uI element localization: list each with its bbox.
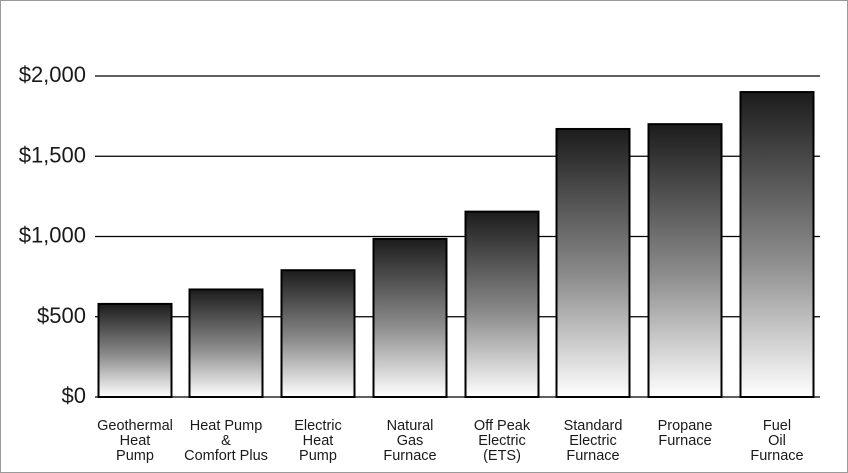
x-category-label: Standard Electric Furnace: [564, 418, 623, 464]
x-category-label-line: Heat: [303, 433, 334, 449]
x-category-label-line: Gas: [397, 433, 424, 449]
bar: [97, 302, 173, 398]
bar: [372, 237, 448, 398]
x-category-label-line: Furnace: [383, 448, 436, 464]
x-category-label-line: Standard: [564, 418, 623, 434]
x-category-label-line: Electric: [569, 433, 617, 449]
x-category-label-line: Oil: [768, 433, 786, 449]
bar: [280, 269, 356, 398]
x-category-label-line: Off Peak: [474, 418, 531, 434]
x-category-label-line: Natural: [387, 418, 434, 434]
x-category-label-line: Heat: [120, 433, 151, 449]
x-category-label-line: Pump: [299, 448, 337, 464]
x-category-label-line: Propane: [658, 418, 713, 434]
x-category-label: Geothermal Heat Pump: [97, 418, 173, 464]
x-category-label-line: Furnace: [658, 433, 711, 449]
bar: [739, 91, 815, 399]
x-category-label: Fuel Oil Furnace: [750, 418, 803, 464]
y-tick-label: $0: [62, 383, 86, 408]
x-category-label: Electric Heat Pump: [294, 418, 342, 464]
y-tick-label: $2,000: [19, 62, 86, 87]
bar: [647, 123, 723, 399]
y-tick-label: $500: [37, 303, 86, 328]
x-category-label: Heat Pump & Comfort Plus: [184, 418, 268, 464]
y-axis-tick-labels: $0 $500 $1,000 $1,500 $2,000: [19, 62, 86, 408]
x-category-label-line: Geothermal: [97, 418, 173, 434]
x-category-label-line: &: [221, 433, 231, 449]
x-category-label-line: Electric: [294, 418, 342, 434]
x-category-label-line: (ETS): [483, 448, 521, 464]
y-tick-label: $1,500: [19, 142, 86, 167]
x-category-label-line: Electric: [478, 433, 526, 449]
x-category-label-line: Heat Pump: [190, 418, 263, 434]
bar: [464, 210, 540, 398]
x-category-label-line: Furnace: [750, 448, 803, 464]
x-category-label-line: Furnace: [566, 448, 619, 464]
bar: [555, 127, 631, 398]
x-category-label-line: Pump: [116, 448, 154, 464]
x-category-label: Off Peak Electric (ETS): [474, 418, 531, 464]
bar: [188, 288, 264, 398]
x-category-label-line: Comfort Plus: [184, 448, 268, 464]
x-category-label-line: Fuel: [763, 418, 791, 434]
bars: [97, 91, 815, 399]
x-category-label: Propane Furnace: [658, 418, 713, 449]
y-tick-label: $1,000: [19, 223, 86, 248]
x-category-label: Natural Gas Furnace: [383, 418, 436, 464]
